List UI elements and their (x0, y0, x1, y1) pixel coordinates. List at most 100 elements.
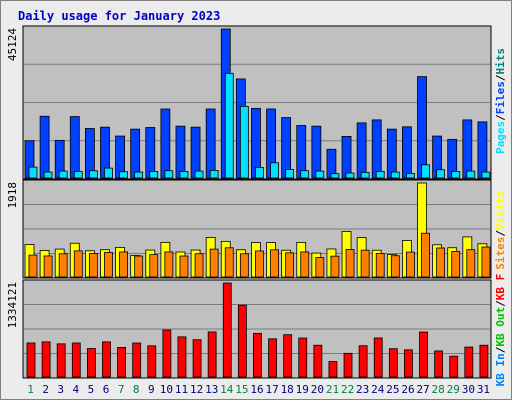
kbf-bar (56, 343, 66, 378)
x-tick-label: 25 (386, 383, 399, 396)
legend-pages: Pages (494, 121, 507, 154)
panel-top-y-max-label: 45124 (6, 28, 19, 61)
x-tick-label: 2 (42, 383, 49, 396)
kbf-bar (253, 332, 262, 378)
x-tick-label: 6 (103, 383, 110, 396)
x-tick-label: 29 (447, 383, 460, 396)
pages-bar (73, 170, 83, 179)
kbf-bar (102, 341, 111, 378)
panel-bottom-legend: KB In/KB Out/KB F (494, 274, 507, 387)
sites-bar (43, 255, 53, 278)
x-tick-label: 28 (432, 383, 445, 396)
pages-bar (451, 170, 461, 179)
kbf-bar (147, 345, 157, 378)
x-tick-label: 9 (148, 383, 155, 396)
pages-bar (360, 171, 370, 179)
files-bar (175, 125, 186, 179)
pages-bar (58, 170, 68, 179)
kbf-bar (26, 342, 36, 378)
x-tick-label: 26 (401, 383, 414, 396)
pages-bar (436, 169, 446, 179)
sites-bar (270, 249, 279, 278)
sites-bar (73, 250, 83, 278)
legend-kbin: KB In (494, 353, 507, 386)
pages-bar (375, 170, 385, 179)
kbf-bar (328, 361, 338, 378)
kbf-bar (298, 337, 308, 378)
x-tick-label: 20 (311, 383, 324, 396)
legend-kbf: KB F (494, 274, 507, 301)
chart-title: Daily usage for January 2023 (18, 9, 220, 23)
sites-bar (134, 255, 144, 278)
kbf-bar (343, 352, 353, 378)
x-tick-label: 11 (175, 383, 188, 396)
sites-bar (58, 253, 68, 278)
sites-bar (436, 247, 446, 278)
legend-separator: / (494, 300, 507, 307)
files-bar (371, 119, 382, 179)
x-tick-label: 15 (235, 383, 248, 396)
files-bar (205, 108, 216, 179)
pages-bar (466, 170, 476, 179)
x-tick-label: 16 (250, 383, 263, 396)
sites-bar (466, 249, 476, 278)
panel-middle-legend: Sites/Visits (494, 190, 507, 270)
files-bar (296, 125, 307, 179)
kbf-bar (207, 331, 217, 378)
files-bar (145, 127, 156, 179)
kbf-bar (434, 350, 444, 378)
x-tick-label: 24 (371, 383, 385, 396)
x-tick-label: 7 (118, 383, 125, 396)
files-bar (462, 119, 473, 179)
pages-bar (179, 170, 189, 179)
x-tick-label: 18 (281, 383, 294, 396)
kbf-bar (192, 339, 202, 378)
kbf-bar (358, 345, 368, 378)
sites-bar (390, 255, 400, 278)
kbf-bar (71, 342, 81, 378)
pages-bar (149, 170, 159, 179)
x-tick-label: 30 (462, 383, 475, 396)
sites-bar (239, 253, 249, 278)
kbf-bar (419, 331, 428, 378)
kbf-bar (404, 349, 413, 378)
files-bar (69, 116, 80, 179)
kbf-bar (464, 346, 474, 378)
kbf-bar (449, 355, 459, 378)
sites-bar (149, 254, 159, 278)
legend-separator: / (494, 346, 507, 353)
legend-separator: / (494, 74, 507, 81)
sites-bar (315, 257, 325, 278)
legend-visits: Visits (494, 190, 507, 230)
x-tick-label: 8 (133, 383, 140, 396)
legend-separator: / (494, 114, 507, 121)
kbf-bar (132, 342, 142, 378)
kbf-bar (373, 337, 383, 378)
kbf-bar (479, 344, 489, 378)
pages-bar (390, 171, 400, 179)
pages-bar (270, 162, 279, 179)
pages-bar (330, 173, 340, 179)
pages-bar (164, 170, 174, 179)
x-tick-label: 4 (73, 383, 80, 396)
sites-bar (481, 246, 491, 278)
kbf-bar (117, 347, 126, 378)
pages-bar (481, 171, 491, 179)
files-bar (417, 76, 427, 179)
files-bar (356, 122, 367, 179)
files-bar (311, 125, 322, 179)
legend-kbout: KB Out (494, 307, 507, 347)
kbf-bar (41, 341, 51, 378)
sites-bar (119, 251, 128, 278)
kbf-bar (237, 304, 247, 378)
pages-bar (209, 170, 219, 179)
sites-bar (375, 253, 385, 278)
kbf-bar (268, 338, 277, 378)
pages-bar (224, 72, 234, 179)
legend-sites: Sites (494, 237, 507, 270)
sites-bar (285, 252, 295, 278)
legend-files: Files (494, 81, 507, 114)
files-bar (341, 135, 352, 179)
